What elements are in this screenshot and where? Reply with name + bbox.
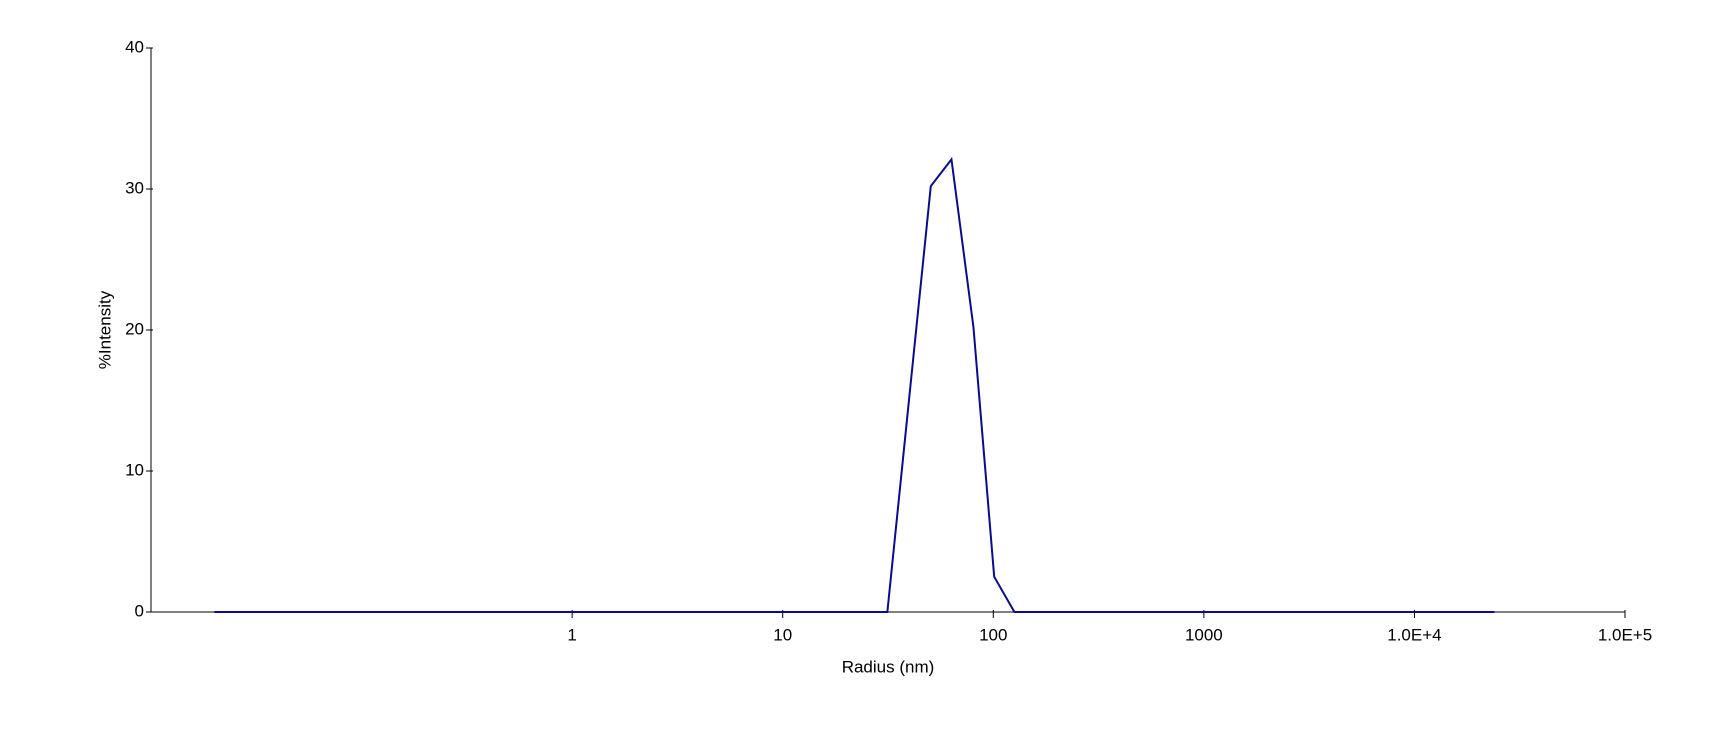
y-tick-label: 40 (125, 37, 144, 56)
y-tick-label: 0 (135, 601, 144, 620)
x-tick-label: 100 (979, 625, 1007, 644)
x-tick-label: 1.0E+4 (1387, 625, 1441, 644)
x-tick-label: 1.0E+5 (1598, 625, 1652, 644)
x-tick-label: 10 (773, 625, 792, 644)
y-tick-label: 20 (125, 319, 144, 338)
x-tick-label: 1000 (1185, 625, 1223, 644)
x-tick-label: 1 (567, 625, 576, 644)
data-line (214, 156, 1495, 613)
y-axis-label: %Intensity (95, 290, 114, 369)
y-tick-label: 30 (125, 178, 144, 197)
x-axis-label: Radius (nm) (842, 657, 935, 676)
y-tick-label: 10 (125, 460, 144, 479)
